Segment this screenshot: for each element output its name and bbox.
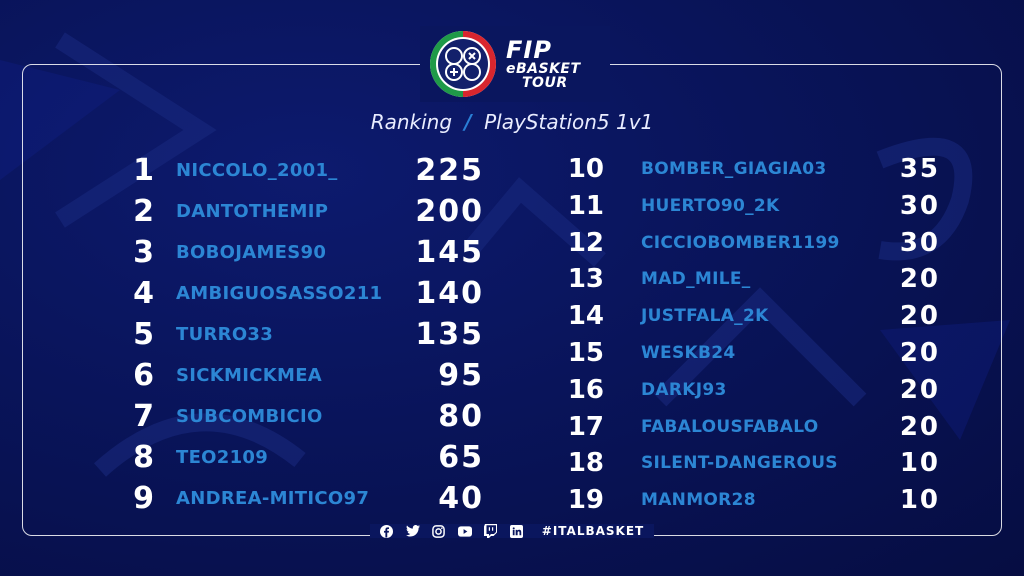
player-points: 200: [415, 193, 484, 229]
rank-number: 2: [133, 193, 154, 229]
ranking-row: 9 ANDREA-MITICO97 40: [0, 480, 484, 516]
ranking-row: 6 SICKMICKMEA 95: [0, 357, 484, 393]
ranking-row: 15 WESKB24 20: [0, 336, 940, 370]
player-name: ANDREA-MITICO97: [176, 487, 370, 509]
ranking-row: 3 BOBOJAMES90 145: [0, 234, 484, 270]
ranking-row: 17 FABALOUSFABALO 20: [0, 410, 940, 444]
player-points: 10: [899, 448, 940, 479]
rank-number: 5: [133, 316, 154, 352]
player-points: 40: [438, 480, 484, 516]
player-name: SUBCOMBICIO: [176, 405, 323, 427]
ranking-row: 5 TURRO33 135: [0, 316, 484, 352]
fip-badge-icon: [430, 31, 496, 97]
player-name: BOBOJAMES90: [176, 241, 327, 263]
player-points: 65: [438, 439, 484, 475]
rank-number: 15: [567, 338, 604, 368]
player-points: 20: [899, 301, 940, 332]
player-points: 145: [415, 234, 484, 270]
ranking-row: 16 DARKJ93 20: [0, 373, 940, 407]
ranking-row: 14 JUSTFALA_2K 20: [0, 299, 940, 333]
logo-line-tour: TOUR: [522, 75, 568, 91]
player-name: CICCIOBOMBER1199: [641, 232, 840, 253]
player-name: JUSTFALA_2K: [641, 306, 769, 327]
ranking-row: 4 AMBIGUOSASSO211 140: [0, 275, 484, 311]
fip-ebasket-tour-logo: FIP eBASKET TOUR: [420, 26, 610, 102]
player-points: 95: [438, 357, 484, 393]
ranking-row: 18 SILENT-DANGEROUS 10: [0, 446, 940, 480]
ranking-row: 19 MANMOR28 10: [0, 483, 940, 517]
rank-number: 18: [567, 448, 604, 479]
facebook-icon[interactable]: [380, 524, 394, 538]
player-name: AMBIGUOSASSO211: [176, 282, 383, 304]
rank-number: 10: [567, 154, 604, 184]
ranking-row: 12 CICCIOBOMBER1199 30: [0, 226, 940, 260]
player-name: SILENT-DANGEROUS: [641, 453, 838, 474]
rank-number: 13: [567, 264, 604, 295]
logo-line-fip: FIP: [506, 36, 552, 64]
ranking-row: 2 DANTOTHEMIP 200: [0, 193, 484, 229]
ranking-row: 11 HUERTO90_2K 30: [0, 189, 940, 223]
linkedin-icon[interactable]: [510, 524, 524, 538]
player-points: 35: [899, 154, 940, 184]
ranking-row: 13 MAD_MILE_ 20: [0, 262, 940, 296]
player-name: DANTOTHEMIP: [176, 200, 329, 222]
player-name: NICCOLO_2001_: [176, 159, 338, 181]
ranking-subtitle: Ranking / PlayStation5 1v1: [0, 110, 1024, 134]
hashtag-label[interactable]: #ITALBASKET: [541, 524, 645, 538]
player-points: 20: [899, 338, 940, 368]
rank-number: 16: [567, 374, 604, 405]
player-points: 10: [899, 485, 940, 516]
rank-number: 9: [133, 480, 154, 516]
youtube-icon[interactable]: [457, 524, 472, 538]
player-points: 30: [899, 190, 940, 221]
rank-number: 11: [567, 190, 604, 221]
ranking-row: 1 NICCOLO_2001_ 225: [0, 152, 484, 188]
twitch-icon[interactable]: [484, 524, 498, 538]
player-points: 135: [415, 316, 484, 352]
rank-number: 19: [567, 485, 604, 516]
player-name: TEO2109: [176, 446, 269, 468]
rank-number: 4: [133, 275, 154, 311]
player-name: TURRO33: [176, 323, 274, 345]
player-name: FABALOUSFABALO: [641, 416, 819, 437]
player-name: DARKJ93: [641, 379, 727, 400]
instagram-icon[interactable]: [432, 524, 446, 538]
subtitle-ranking: Ranking: [370, 110, 453, 134]
ranking-row: 10 BOMBER_GIAGIA03 35: [0, 152, 940, 186]
player-points: 225: [415, 152, 484, 188]
rank-number: 17: [567, 411, 604, 442]
ranking-row: 8 TEO2109 65: [0, 439, 484, 475]
player-name: BOMBER_GIAGIA03: [641, 159, 827, 179]
player-name: HUERTO90_2K: [641, 195, 780, 216]
rank-number: 7: [133, 398, 154, 434]
player-points: 20: [899, 411, 940, 442]
subtitle-separator: /: [464, 110, 472, 134]
rank-number: 6: [133, 357, 154, 393]
rank-number: 3: [133, 234, 154, 270]
rank-number: 12: [567, 227, 604, 258]
rank-number: 1: [133, 152, 154, 188]
logo-line-ebasket: eBASKET: [506, 61, 581, 77]
player-points: 20: [899, 264, 940, 295]
subtitle-platform: PlayStation5 1v1: [484, 110, 654, 134]
player-points: 140: [415, 275, 484, 311]
player-name: MAD_MILE_: [641, 269, 751, 290]
player-points: 30: [899, 227, 940, 258]
twitter-icon[interactable]: [405, 524, 420, 538]
ranking-row: 7 SUBCOMBICIO 80: [0, 398, 484, 434]
player-name: SICKMICKMEA: [176, 364, 323, 386]
footer: #ITALBASKET: [0, 524, 1024, 538]
player-points: 20: [899, 374, 940, 405]
rank-number: 14: [567, 301, 604, 332]
rank-number: 8: [133, 439, 154, 475]
player-points: 80: [438, 398, 484, 434]
player-name: WESKB24: [641, 343, 736, 363]
player-name: MANMOR28: [641, 490, 756, 511]
